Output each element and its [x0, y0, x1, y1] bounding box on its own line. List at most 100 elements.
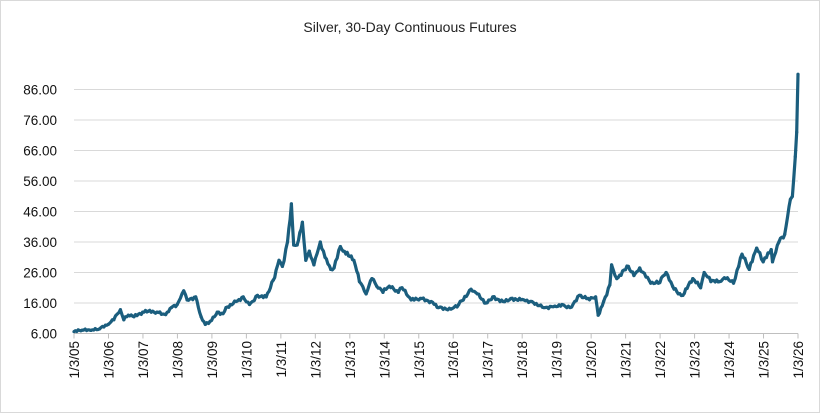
- data-point: [169, 305, 174, 310]
- data-point: [594, 295, 598, 299]
- data-point: [387, 284, 391, 288]
- data-point: [106, 322, 110, 326]
- data-point: [553, 304, 557, 308]
- data-point: [400, 286, 404, 290]
- chart-title: Silver, 30-Day Continuous Futures: [303, 19, 517, 35]
- data-point: [560, 302, 564, 307]
- data-point: [97, 327, 102, 331]
- data-point: [449, 307, 453, 311]
- x-tick-label: 1/3/12: [308, 341, 323, 379]
- data-point: [626, 264, 630, 268]
- data-point: [132, 315, 136, 319]
- data-point: [300, 220, 305, 224]
- y-tick-label: 86.00: [23, 83, 57, 98]
- data-point: [80, 328, 84, 332]
- data-point: [112, 318, 116, 322]
- data-point: [469, 287, 473, 291]
- data-point: [491, 295, 495, 299]
- data-point: [509, 296, 513, 301]
- data-point: [175, 302, 179, 307]
- data-point: [118, 308, 123, 312]
- data-point: [155, 310, 159, 314]
- data-point: [429, 299, 433, 304]
- data-point: [530, 299, 534, 304]
- data-point: [280, 264, 285, 268]
- data-point: [747, 267, 751, 272]
- data-point: [255, 293, 260, 297]
- data-point: [670, 284, 675, 288]
- x-tick-label: 1/3/21: [619, 341, 634, 379]
- x-tick-label: 1/3/11: [274, 341, 289, 378]
- data-point: [164, 312, 168, 317]
- series-line: [73, 74, 800, 334]
- data-point: [409, 298, 413, 302]
- data-point: [295, 243, 299, 247]
- data-point: [312, 263, 316, 267]
- data-point: [418, 296, 422, 301]
- x-tick-label: 1/3/16: [446, 341, 461, 379]
- y-tick-label: 26.00: [23, 266, 57, 281]
- x-tick-label: 1/3/13: [343, 341, 358, 379]
- y-tick-label: 56.00: [23, 174, 57, 189]
- data-point: [72, 330, 76, 334]
- data-point: [338, 244, 342, 249]
- x-tick-label: 1/3/20: [584, 341, 599, 379]
- x-tick-label: 1/3/07: [136, 341, 151, 379]
- data-point: [638, 266, 642, 270]
- x-tick-label: 1/3/18: [515, 341, 530, 379]
- data-point: [615, 277, 619, 281]
- data-point: [796, 72, 800, 76]
- data-point: [289, 202, 293, 206]
- data-point: [664, 270, 668, 275]
- data-point: [307, 249, 311, 253]
- data-point: [381, 290, 385, 294]
- data-point: [126, 313, 130, 317]
- x-tick-label: 1/3/23: [688, 341, 703, 379]
- data-point: [737, 264, 741, 268]
- x-tick-label: 1/3/15: [412, 341, 427, 379]
- data-point: [740, 252, 744, 256]
- data-point: [709, 280, 713, 284]
- data-point: [185, 298, 189, 302]
- data-point: [194, 295, 198, 299]
- data-point: [577, 293, 581, 297]
- data-point: [304, 258, 308, 262]
- data-point: [501, 299, 505, 304]
- data-point: [717, 280, 722, 284]
- data-point: [436, 305, 441, 310]
- data-point: [755, 246, 759, 250]
- data-point: [761, 260, 765, 264]
- data-point: [370, 277, 374, 281]
- y-axis: 6.00 16.00 26.00 36.00 46.00 56.00 66.00 76.00 8…: [23, 83, 57, 342]
- data-point: [702, 270, 706, 275]
- y-tick-label: 6.00: [31, 327, 57, 342]
- x-axis: 1/3/05 1/3/06 1/3/07 1/3/08 1/3/09 1/3/10 1/3/…: [67, 333, 806, 379]
- data-point: [264, 295, 268, 299]
- data-point: [346, 254, 351, 258]
- data-point: [182, 289, 186, 293]
- data-point: [364, 292, 368, 296]
- data-point: [318, 240, 322, 244]
- data-point: [656, 281, 660, 285]
- x-tick-label: 1/3/05: [67, 341, 82, 379]
- data-point: [522, 298, 526, 302]
- y-tick-label: 46.00: [23, 205, 57, 220]
- series-group: [72, 72, 800, 334]
- x-tick-label: 1/3/06: [101, 341, 116, 379]
- data-point: [375, 284, 379, 288]
- x-tick-label: 1/3/22: [653, 341, 668, 379]
- data-point: [141, 310, 145, 314]
- data-point: [221, 312, 225, 316]
- data-point: [292, 243, 296, 247]
- data-point: [146, 309, 150, 313]
- x-tick-label: 1/3/25: [757, 341, 772, 379]
- data-point: [341, 249, 345, 253]
- data-point: [332, 266, 336, 270]
- data-point: [649, 281, 653, 285]
- data-point: [698, 286, 703, 290]
- data-point: [632, 273, 636, 278]
- data-point: [285, 240, 290, 244]
- y-tick-label: 76.00: [23, 113, 57, 128]
- data-point: [396, 290, 400, 294]
